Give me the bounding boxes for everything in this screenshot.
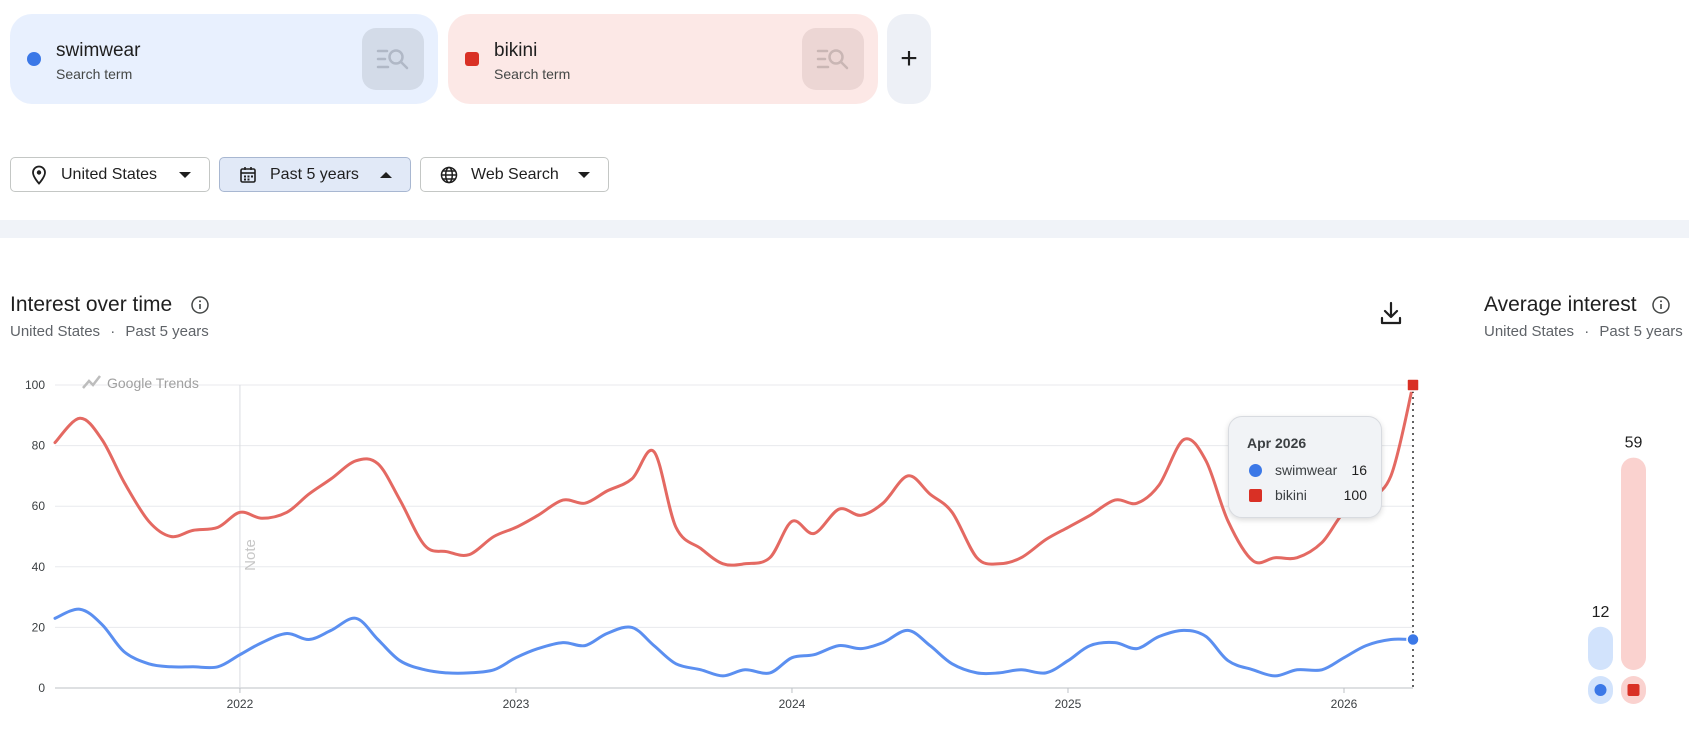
section-divider <box>0 220 1689 238</box>
average-bar-swimwear <box>1588 626 1613 670</box>
add-term-button[interactable]: + <box>887 14 931 104</box>
interest-title: Interest over time <box>10 293 173 316</box>
location-pin-icon <box>29 165 49 185</box>
series-line-bikini <box>53 383 1415 567</box>
watermark-label: Google Trends <box>107 375 199 391</box>
tooltip-term: bikini <box>1275 487 1307 503</box>
x-tick-label: 2023 <box>503 697 530 711</box>
series-lines <box>53 383 1415 678</box>
google-trends-watermark: Google Trends <box>82 375 199 391</box>
note-label: Note <box>242 539 259 571</box>
tooltip-term: swimwear <box>1275 462 1338 478</box>
subtitle-separator: · <box>1584 323 1590 340</box>
tooltip-row-swimwear: swimwear 16 <box>1247 462 1367 480</box>
y-tick-label: 20 <box>32 620 46 634</box>
property-label: Web Search <box>471 165 559 183</box>
search-list-icon[interactable] <box>802 28 864 90</box>
chart-grid <box>55 384 1413 689</box>
x-tick-label: 2022 <box>227 697 254 711</box>
trend-line-icon <box>82 375 101 389</box>
tooltip-value: 16 <box>1351 462 1367 478</box>
average-value-swimwear: 12 <box>1592 604 1610 621</box>
average-value-bikini: 59 <box>1625 435 1643 452</box>
chevron-down-icon <box>179 171 191 178</box>
x-tick-label: 2026 <box>1331 697 1358 711</box>
marker-swimwear <box>1406 632 1420 647</box>
y-tick-label: 60 <box>32 499 46 513</box>
term-card-bikini[interactable]: bikini Search term <box>448 14 878 104</box>
y-tick-label: 0 <box>38 681 45 695</box>
tooltip-row-bikini: bikini 100 <box>1247 487 1367 505</box>
download-icon[interactable] <box>1378 300 1404 326</box>
swimwear-color-dot <box>1249 464 1262 477</box>
x-axis-ticks: 2022 2023 2024 2025 2026 <box>227 688 1358 711</box>
interest-subtitle: United States · Past 5 years <box>10 323 209 340</box>
bikini-color-square <box>465 52 479 66</box>
location-label: United States <box>61 165 158 183</box>
marker-bikini <box>1406 378 1420 392</box>
info-icon[interactable] <box>1652 296 1670 314</box>
info-icon[interactable] <box>191 296 209 314</box>
y-tick-label: 40 <box>32 560 46 574</box>
average-bar-bikini <box>1621 457 1646 670</box>
hover-markers <box>1406 378 1420 647</box>
subtitle-location: United States <box>10 323 101 340</box>
series-line-swimwear <box>53 607 1415 678</box>
term-name: swimwear <box>56 40 141 61</box>
chart-tooltip: Apr 2026 swimwear 16 bikini 100 <box>1228 416 1382 518</box>
x-tick-label: 2024 <box>779 697 806 711</box>
bikini-color-square <box>1249 489 1262 502</box>
subtitle-location: United States <box>1484 323 1575 340</box>
term-name: bikini <box>494 40 538 61</box>
tooltip-date: Apr 2026 <box>1247 435 1307 451</box>
globe-icon <box>439 165 459 185</box>
property-filter[interactable]: Web Search <box>420 157 609 192</box>
subtitle-time: Past 5 years <box>1599 323 1683 340</box>
term-card-swimwear[interactable]: swimwear Search term <box>10 14 438 104</box>
tooltip-value: 100 <box>1343 487 1367 503</box>
chevron-up-icon <box>380 171 392 178</box>
location-filter[interactable]: United States <box>10 157 210 192</box>
search-list-icon[interactable] <box>362 28 424 90</box>
average-subtitle: United States · Past 5 years <box>1484 323 1683 340</box>
y-tick-label: 100 <box>25 378 45 392</box>
y-axis-ticks: 0 20 40 60 80 100 <box>25 378 45 695</box>
average-title: Average interest <box>1484 293 1637 316</box>
time-filter[interactable]: Past 5 years <box>219 157 411 192</box>
subtitle-time: Past 5 years <box>125 323 209 340</box>
y-tick-label: 80 <box>32 439 46 453</box>
chevron-down-icon <box>578 171 590 178</box>
bikini-color-square <box>1627 684 1640 696</box>
swimwear-color-dot <box>27 52 41 66</box>
average-interest-chart: 12 59 <box>1588 435 1646 704</box>
time-label: Past 5 years <box>270 165 359 183</box>
term-type: Search term <box>56 66 133 82</box>
term-type: Search term <box>494 66 571 82</box>
calendar-icon <box>238 165 258 185</box>
subtitle-separator: · <box>110 323 116 340</box>
interest-chart: 0 20 40 60 80 100 2022 2023 2024 2025 2026 Google… <box>25 375 1420 711</box>
swimwear-color-dot <box>1594 684 1607 696</box>
x-tick-label: 2025 <box>1055 697 1082 711</box>
